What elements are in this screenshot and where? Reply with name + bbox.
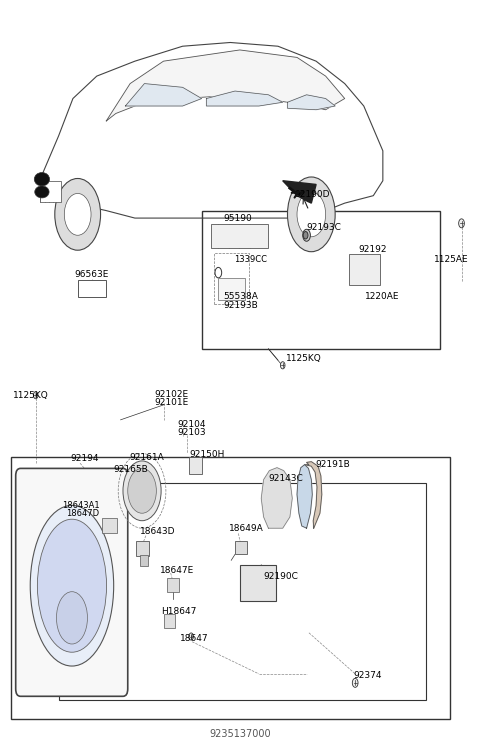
Bar xyxy=(240,565,276,601)
Polygon shape xyxy=(125,83,202,106)
Polygon shape xyxy=(288,94,335,110)
Circle shape xyxy=(55,178,101,251)
Text: 92191B: 92191B xyxy=(315,460,350,470)
Text: 92193C: 92193C xyxy=(307,224,341,232)
Text: 92190D: 92190D xyxy=(294,190,330,199)
Ellipse shape xyxy=(57,592,87,644)
Circle shape xyxy=(123,461,161,520)
Bar xyxy=(202,211,440,349)
Text: 92104: 92104 xyxy=(178,420,206,429)
Text: 55538A: 55538A xyxy=(223,292,258,301)
Polygon shape xyxy=(283,181,316,203)
Text: 18647E: 18647E xyxy=(160,566,194,575)
Ellipse shape xyxy=(35,186,49,198)
Bar xyxy=(39,181,61,202)
Text: 1125KQ: 1125KQ xyxy=(286,354,321,363)
Bar xyxy=(11,458,450,718)
Polygon shape xyxy=(297,465,312,528)
Circle shape xyxy=(459,219,464,228)
Text: 92143C: 92143C xyxy=(268,473,303,482)
Circle shape xyxy=(303,232,308,239)
Ellipse shape xyxy=(34,172,49,186)
Circle shape xyxy=(189,633,193,640)
Text: 18649A: 18649A xyxy=(229,524,264,532)
Text: 18647D: 18647D xyxy=(66,509,99,518)
Text: 18647: 18647 xyxy=(180,634,209,643)
Circle shape xyxy=(34,392,38,399)
Text: H18647: H18647 xyxy=(161,608,196,616)
Polygon shape xyxy=(261,468,292,528)
Text: 92150H: 92150H xyxy=(190,451,225,460)
Bar xyxy=(218,278,245,300)
Polygon shape xyxy=(39,43,383,218)
Text: 92193B: 92193B xyxy=(223,301,258,310)
Ellipse shape xyxy=(30,506,114,666)
Text: 92194: 92194 xyxy=(71,454,99,464)
Bar xyxy=(235,541,247,554)
Bar xyxy=(102,518,117,533)
Bar xyxy=(214,254,249,304)
Circle shape xyxy=(352,678,358,687)
Text: 92190C: 92190C xyxy=(264,572,299,581)
Circle shape xyxy=(303,230,311,242)
Bar xyxy=(140,555,148,566)
Text: 92374: 92374 xyxy=(353,671,382,680)
Text: 96563E: 96563E xyxy=(75,270,109,279)
Bar xyxy=(59,483,426,700)
Circle shape xyxy=(128,469,156,513)
Text: 95190: 95190 xyxy=(223,214,252,223)
Bar xyxy=(168,578,179,592)
Polygon shape xyxy=(305,462,322,528)
Bar xyxy=(189,458,202,474)
Circle shape xyxy=(297,192,325,237)
Text: 92165B: 92165B xyxy=(113,466,148,475)
Text: 1125KQ: 1125KQ xyxy=(13,391,49,400)
Text: 1220AE: 1220AE xyxy=(365,292,399,301)
Text: 92103: 92103 xyxy=(178,428,206,437)
Bar xyxy=(78,280,106,296)
Ellipse shape xyxy=(37,519,107,652)
Bar xyxy=(164,614,175,628)
Bar xyxy=(136,541,149,556)
Polygon shape xyxy=(206,91,283,106)
Text: 1339CC: 1339CC xyxy=(234,255,266,264)
Circle shape xyxy=(288,177,335,252)
Text: 92161A: 92161A xyxy=(129,453,164,462)
Text: 92192: 92192 xyxy=(358,245,386,254)
Bar xyxy=(211,224,268,248)
Bar xyxy=(349,254,381,285)
Text: 92102E: 92102E xyxy=(154,390,188,399)
Circle shape xyxy=(280,362,285,369)
Text: 18643D: 18643D xyxy=(140,527,175,536)
Text: 9235137000: 9235137000 xyxy=(209,730,271,740)
Text: 92101E: 92101E xyxy=(154,398,188,407)
Polygon shape xyxy=(106,50,345,121)
FancyBboxPatch shape xyxy=(16,469,128,696)
Circle shape xyxy=(64,194,91,236)
Text: 1125AE: 1125AE xyxy=(434,256,469,265)
Circle shape xyxy=(215,268,222,278)
Text: 18643A1: 18643A1 xyxy=(62,501,100,510)
